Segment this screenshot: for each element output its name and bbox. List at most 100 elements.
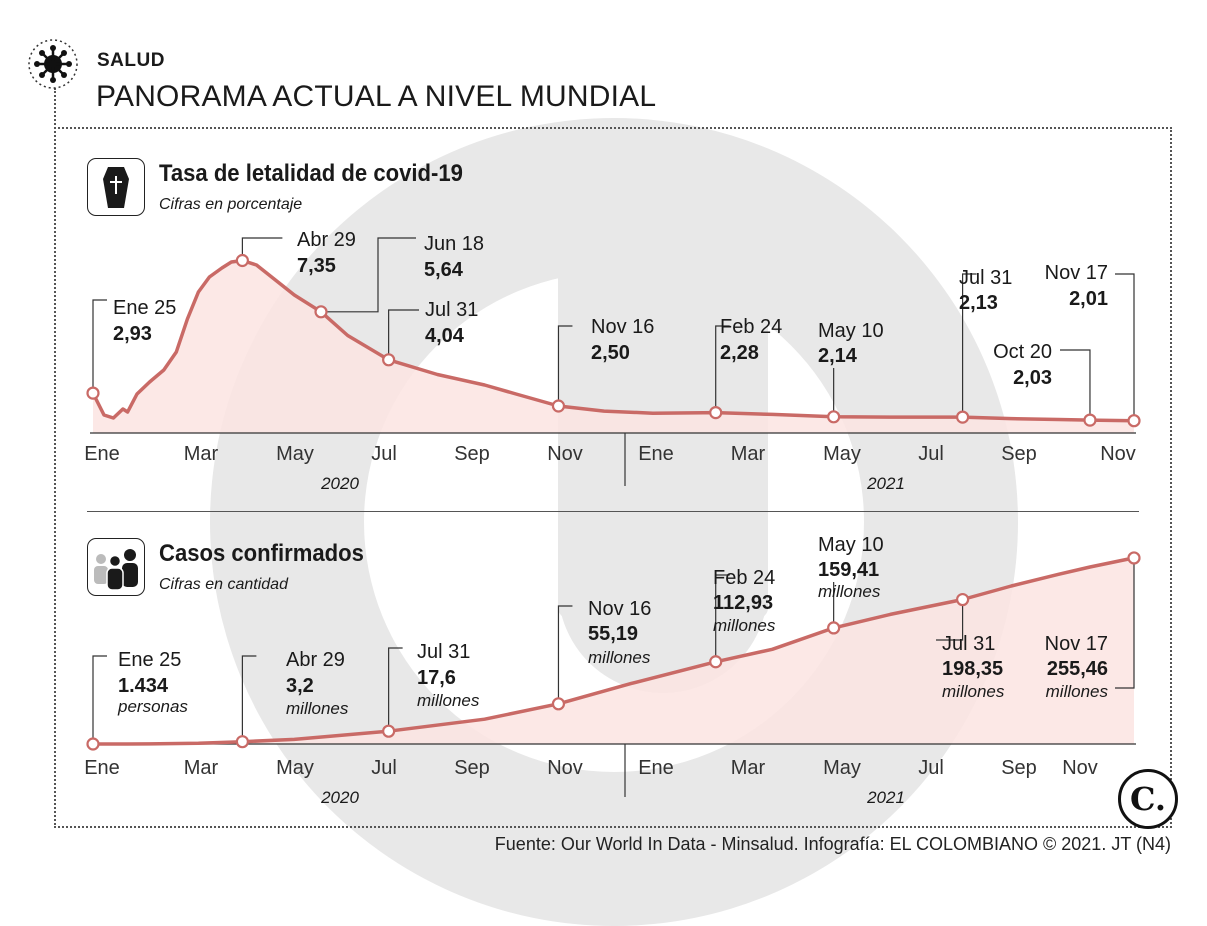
charts-canvas: Ene Mar May Jul Sep Nov Ene Mar May Jul Sep Nov 2020… <box>84 229 1141 807</box>
annotation-value: 2,50 <box>591 342 630 364</box>
month-tick-label: May <box>823 443 861 465</box>
el-colombiano-logo: C. <box>1118 769 1178 829</box>
area-fill <box>93 557 1134 744</box>
lethality-chart <box>86 237 1141 486</box>
annotation-date: Jun 18 <box>424 233 484 255</box>
month-tick-label: May <box>276 443 314 465</box>
month-tick-label: Mar <box>184 757 219 779</box>
lethality-chart-subtitle: Cifras en porcentaje <box>159 196 303 213</box>
annotation-unit: personas <box>117 697 188 716</box>
month-tick-label: May <box>276 757 314 779</box>
annotation-date: Nov 16 <box>591 316 654 338</box>
annotation-leader <box>715 325 730 413</box>
annotation-date: May 10 <box>818 320 884 342</box>
data-point <box>86 386 100 400</box>
data-point <box>235 735 249 749</box>
virus-icon <box>27 38 79 90</box>
annotation-leader <box>1115 273 1135 421</box>
month-tick-label: Sep <box>454 443 490 465</box>
data-point <box>382 353 396 367</box>
section-kicker: SALUD <box>97 50 165 71</box>
month-tick-label: Jul <box>918 757 944 779</box>
annotation-value: 2,28 <box>720 342 759 364</box>
month-tick-label: May <box>823 757 861 779</box>
annotation-value: 159,41 <box>818 559 879 581</box>
series-line <box>92 556 1135 746</box>
logo-letter: C. <box>1129 780 1167 818</box>
annotation-value: 2,13 <box>959 292 998 314</box>
data-point <box>1127 551 1141 565</box>
month-tick-label: Nov <box>547 443 583 465</box>
annotation-unit: millones <box>818 582 881 601</box>
annotation-leader <box>715 574 730 662</box>
annotation-value: 5,64 <box>424 259 464 281</box>
month-tick-label: Mar <box>731 443 766 465</box>
people-icon <box>87 538 145 596</box>
annotation-leader <box>557 325 573 406</box>
cases-chart-title: Casos confirmados <box>159 540 364 567</box>
month-tick-label: Nov <box>1100 443 1136 465</box>
annotation-leader <box>1115 557 1135 689</box>
annotation-leader <box>92 655 107 744</box>
annotation-leader <box>936 599 964 641</box>
annotation-leader <box>241 655 257 742</box>
month-tick-label: Nov <box>1062 757 1098 779</box>
series-line <box>91 258 1135 423</box>
annotation-unit: millones <box>417 691 480 710</box>
year-label: 2020 <box>320 788 359 807</box>
annotation-date: Nov 17 <box>1045 633 1108 655</box>
annotation-value: 112,93 <box>713 592 773 614</box>
month-tick-label: Jul <box>371 443 397 465</box>
month-tick-label: Sep <box>454 757 490 779</box>
annotation-value: 2,14 <box>818 345 858 367</box>
data-point <box>1127 414 1141 428</box>
annotation-value: 17,6 <box>417 667 456 689</box>
month-tick-label: Ene <box>84 757 120 779</box>
month-tick-label: Sep <box>1001 443 1037 465</box>
month-tick-label: Sep <box>1001 757 1037 779</box>
annotation-date: May 10 <box>818 534 884 556</box>
annotation-leader <box>321 237 416 313</box>
data-point <box>827 410 841 424</box>
month-tick-label: Mar <box>184 443 219 465</box>
month-tick-label: Ene <box>638 757 674 779</box>
annotation-leader <box>92 299 107 394</box>
month-tick-label: Ene <box>84 443 120 465</box>
data-point <box>709 655 723 669</box>
annotation-value: 3,2 <box>286 675 314 697</box>
data-point <box>382 724 396 738</box>
annotation-value: 4,04 <box>425 325 465 347</box>
coffin-icon <box>87 158 145 216</box>
annotation-date: Nov 17 <box>1045 262 1108 284</box>
annotation-date: Oct 20 <box>993 341 1052 363</box>
month-tick-label: Ene <box>638 443 674 465</box>
annotation-date: Feb 24 <box>720 316 782 338</box>
cases-chart <box>86 551 1141 797</box>
cases-chart-subtitle: Cifras en cantidad <box>159 576 288 593</box>
year-label: 2021 <box>866 474 905 493</box>
area-fill <box>93 260 1134 433</box>
annotation-date: Feb 24 <box>713 567 775 589</box>
annotation-unit: millones <box>942 682 1005 701</box>
annotation-value: 2,93 <box>113 323 152 345</box>
data-point <box>235 253 249 268</box>
annotation-unit: millones <box>713 616 776 635</box>
annotation-value: 198,35 <box>942 658 1003 680</box>
annotation-value: 255,46 <box>1047 658 1108 680</box>
year-label: 2020 <box>320 474 359 493</box>
annotation-date: Jul 31 <box>425 299 478 321</box>
annotation-date: Ene 25 <box>118 649 181 671</box>
page-title: PANORAMA ACTUAL A NIVEL MUNDIAL <box>96 80 657 113</box>
annotation-unit: millones <box>1046 682 1109 701</box>
annotation-unit: millones <box>588 648 651 667</box>
annotation-date: Jul 31 <box>959 267 1012 289</box>
data-point <box>955 592 970 607</box>
annotation-leader <box>388 309 419 360</box>
month-tick-label: Jul <box>371 757 397 779</box>
chart-divider <box>87 511 1139 512</box>
annotation-date: Jul 31 <box>942 633 995 655</box>
annotation-leader <box>388 647 403 732</box>
annotation-leader <box>557 605 573 704</box>
lethality-chart-title: Tasa de letalidad de covid-19 <box>159 160 463 187</box>
data-point <box>551 697 566 711</box>
